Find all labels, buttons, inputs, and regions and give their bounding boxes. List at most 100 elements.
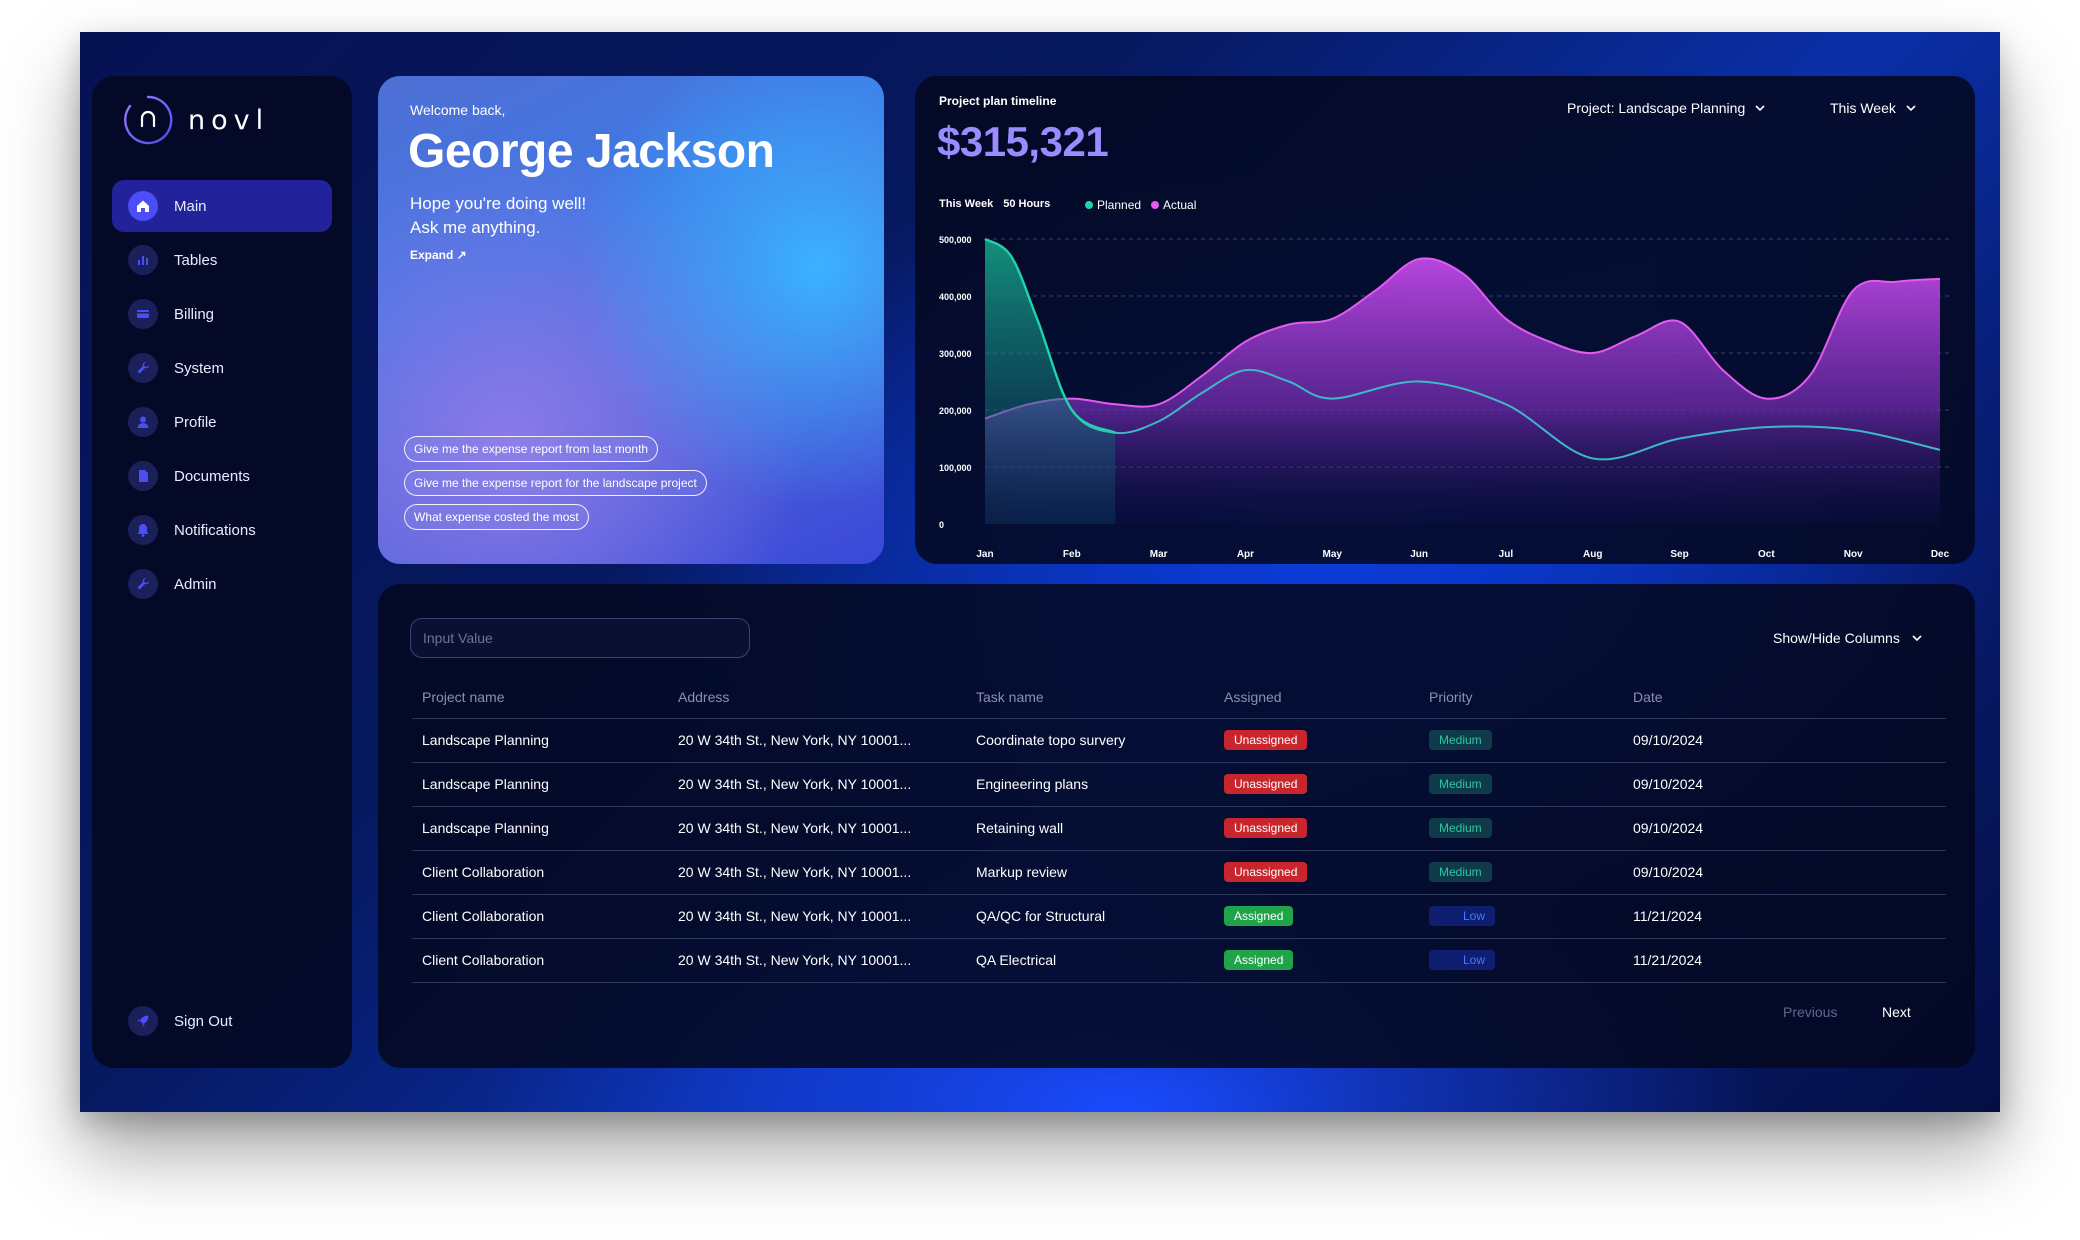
x-tick-label: Oct xyxy=(1758,549,1775,560)
cell-project: Client Collaboration xyxy=(412,894,668,939)
cell-priority: Low xyxy=(1419,938,1623,983)
table-row[interactable]: Landscape Planning 20 W 34th St., New Yo… xyxy=(412,806,1946,851)
legend-dot xyxy=(1151,201,1160,209)
cell-task: QA Electrical xyxy=(966,938,1214,983)
suggestion-chip[interactable]: Give me the expense report from last mon… xyxy=(404,436,659,462)
legend-label: Actual xyxy=(1163,198,1197,212)
document-icon xyxy=(128,461,158,491)
sidebar: novl Main Tables Billing System Profile xyxy=(92,76,352,1068)
sidebar-item-notifications[interactable]: Notifications xyxy=(112,504,332,556)
planned-line-highlight xyxy=(984,237,1116,434)
cell-address: 20 W 34th St., New York, NY 10001... xyxy=(668,762,966,807)
cell-assigned: Assigned xyxy=(1214,938,1419,983)
planned-area xyxy=(985,239,1116,524)
period-dropdown[interactable]: This Week xyxy=(1830,100,1918,116)
welcome-line-1: Hope you're doing well! xyxy=(410,194,587,213)
welcome-card: Welcome back, George Jackson Hope you're… xyxy=(378,76,884,564)
y-tick-label: 300,000 xyxy=(939,349,972,359)
timeline-chart-panel: 0 100,000 200,000 300,000 400,000 500,000 Jan F… xyxy=(915,76,1975,564)
welcome-greeting: Welcome back, xyxy=(410,102,506,118)
table-row[interactable]: Client Collaboration 20 W 34th St., New … xyxy=(412,938,1946,983)
cell-address: 20 W 34th St., New York, NY 10001... xyxy=(668,806,966,851)
cell-task: Markup review xyxy=(966,850,1214,895)
cell-task: QA/QC for Structural xyxy=(966,894,1214,939)
cell-assigned: Unassigned xyxy=(1214,850,1419,895)
cell-project: Client Collaboration xyxy=(412,938,668,983)
cell-project: Landscape Planning xyxy=(412,806,668,851)
hours-label: 50 Hours xyxy=(1003,198,1051,210)
cell-project: Landscape Planning xyxy=(412,718,668,763)
table-row[interactable]: Landscape Planning 20 W 34th St., New Yo… xyxy=(412,762,1946,807)
y-tick-label: 400,000 xyxy=(939,292,972,302)
home-icon xyxy=(128,191,158,221)
column-header[interactable]: Address xyxy=(668,676,966,719)
y-tick-label: 200,000 xyxy=(939,406,972,416)
previous-button[interactable]: Previous xyxy=(1783,1004,1838,1020)
chart-amount: $315,321 xyxy=(937,118,1109,165)
sidebar-item-main[interactable]: Main xyxy=(112,180,332,232)
search-input[interactable] xyxy=(410,618,750,658)
x-tick-label: Jan xyxy=(976,549,993,560)
legend-item-planned: Planned xyxy=(1085,198,1141,212)
priority-badge: Low xyxy=(1429,906,1495,926)
column-header[interactable]: Date xyxy=(1623,676,1946,719)
sidebar-item-tables[interactable]: Tables xyxy=(112,234,332,286)
assigned-badge: Unassigned xyxy=(1224,774,1308,794)
cell-priority: Medium xyxy=(1419,762,1623,807)
x-tick-label: Mar xyxy=(1150,549,1168,560)
assigned-badge: Assigned xyxy=(1224,950,1294,970)
priority-badge: Medium xyxy=(1429,730,1492,750)
cell-address: 20 W 34th St., New York, NY 10001... xyxy=(668,718,966,763)
sidebar-item-label: Notifications xyxy=(174,521,256,539)
cell-address: 20 W 34th St., New York, NY 10001... xyxy=(668,894,966,939)
show-hide-label: Show/Hide Columns xyxy=(1773,630,1900,646)
cell-assigned: Assigned xyxy=(1214,894,1419,939)
column-header[interactable]: Assigned xyxy=(1214,676,1419,719)
timeline-chart: 0 100,000 200,000 300,000 400,000 500,000 Jan F… xyxy=(939,235,1950,560)
sidebar-item-billing[interactable]: Billing xyxy=(112,288,332,340)
next-button[interactable]: Next xyxy=(1882,1004,1911,1020)
sidebar-item-documents[interactable]: Documents xyxy=(112,450,332,502)
suggestion-list: Give me the expense report from last mon… xyxy=(404,436,707,530)
project-dropdown[interactable]: Project: Landscape Planning xyxy=(1567,100,1767,116)
cell-date: 09/10/2024 xyxy=(1623,718,1946,763)
legend-label: Planned xyxy=(1097,198,1142,212)
table-header-row: Project name Address Task name Assigned … xyxy=(412,676,1946,719)
cell-address: 20 W 34th St., New York, NY 10001... xyxy=(668,850,966,895)
sidebar-nav: Main Tables Billing System Profile Docum… xyxy=(112,180,332,612)
cell-priority: Medium xyxy=(1419,850,1623,895)
suggestion-chip[interactable]: What expense costed the most xyxy=(404,504,589,530)
table-row[interactable]: Landscape Planning 20 W 34th St., New Yo… xyxy=(412,718,1946,763)
sidebar-item-system[interactable]: System xyxy=(112,342,332,394)
legend-item-actual: Actual xyxy=(1151,198,1196,212)
x-tick-label: Aug xyxy=(1583,549,1602,560)
cell-project: Landscape Planning xyxy=(412,762,668,807)
show-hide-columns-dropdown[interactable]: Show/Hide Columns xyxy=(1773,630,1924,646)
table-row[interactable]: Client Collaboration 20 W 34th St., New … xyxy=(412,894,1946,939)
priority-badge: Medium xyxy=(1429,818,1492,838)
week-label: This Week xyxy=(939,198,994,210)
column-header[interactable]: Priority xyxy=(1419,676,1623,719)
y-tick-label: 500,000 xyxy=(939,235,972,245)
sidebar-item-label: Main xyxy=(174,197,207,215)
sign-out-label: Sign Out xyxy=(174,1012,233,1030)
sign-out-button[interactable]: Sign Out xyxy=(128,1006,232,1036)
column-header[interactable]: Task name xyxy=(966,676,1214,719)
table-row[interactable]: Client Collaboration 20 W 34th St., New … xyxy=(412,850,1946,895)
welcome-message: Hope you're doing well! Ask me anything. xyxy=(410,192,586,240)
tasks-table-panel: Show/Hide Columns Project name Address T… xyxy=(378,584,1975,1068)
x-tick-label: Sep xyxy=(1670,549,1688,560)
chart-title: Project plan timeline xyxy=(939,94,1057,108)
actual-line xyxy=(984,257,1941,420)
cell-date: 11/21/2024 xyxy=(1623,938,1946,983)
column-header[interactable]: Project name xyxy=(412,676,668,719)
suggestion-chip[interactable]: Give me the expense report for the lands… xyxy=(404,470,707,496)
cell-assigned: Unassigned xyxy=(1214,718,1419,763)
user-name: George Jackson xyxy=(408,125,775,178)
sidebar-item-admin[interactable]: Admin xyxy=(112,558,332,610)
expand-link[interactable]: Expand ↗ xyxy=(410,248,467,262)
sidebar-item-profile[interactable]: Profile xyxy=(112,396,332,448)
cell-task: Engineering plans xyxy=(966,762,1214,807)
sidebar-item-label: Documents xyxy=(174,467,250,485)
bar-chart-icon xyxy=(128,245,158,275)
